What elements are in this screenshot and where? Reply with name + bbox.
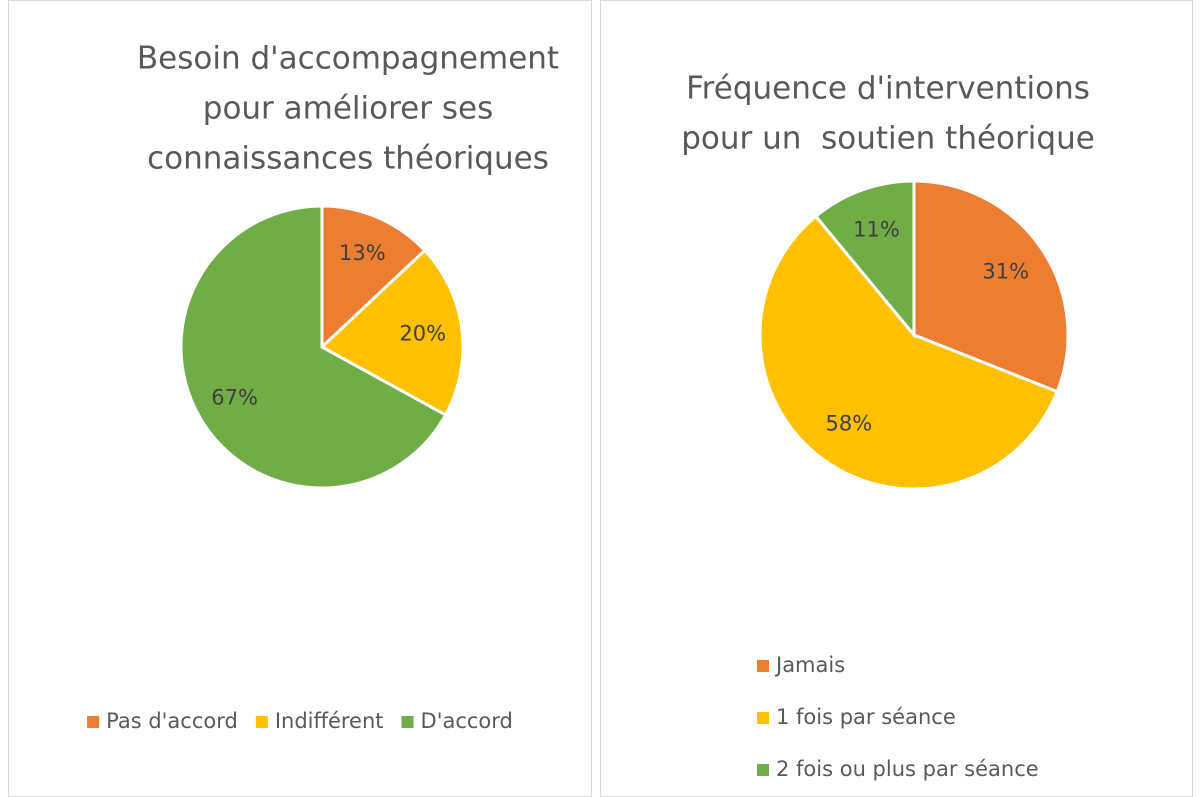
data-label: 20% bbox=[399, 321, 446, 345]
legend-swatch bbox=[87, 716, 100, 728]
pie-slice bbox=[320, 204, 427, 351]
pie-slice bbox=[758, 214, 1060, 491]
legend-swatch bbox=[757, 764, 769, 776]
chart-title: Fréquence d'interventions bbox=[686, 71, 1090, 107]
legend-label: 2 fois ou plus par séance bbox=[776, 757, 1039, 781]
data-label: 31% bbox=[982, 260, 1029, 284]
chart-title: pour améliorer ses bbox=[203, 91, 493, 127]
legend-label: Indifférent bbox=[275, 709, 384, 733]
chart-title: pour un soutien théorique bbox=[681, 121, 1095, 157]
pie-slice bbox=[179, 204, 448, 490]
legend-swatch bbox=[401, 716, 414, 728]
legend-label: Jamais bbox=[774, 653, 845, 677]
pie-slice bbox=[319, 248, 465, 417]
data-label: 11% bbox=[853, 218, 900, 242]
legend-label: 1 fois par séance bbox=[776, 705, 956, 729]
chart-title: Besoin d'accompagnement bbox=[137, 41, 559, 77]
legend-swatch bbox=[757, 660, 769, 672]
legend-label: Pas d'accord bbox=[106, 709, 238, 733]
pie-slice bbox=[813, 179, 916, 340]
data-label: 58% bbox=[825, 412, 872, 436]
pie-slice bbox=[912, 179, 1070, 394]
legend-label: D'accord bbox=[421, 709, 513, 733]
data-label: 67% bbox=[211, 386, 258, 410]
legend-swatch bbox=[255, 716, 268, 728]
chart-title: connaissances théoriques bbox=[147, 141, 549, 177]
legend-swatch bbox=[757, 712, 769, 724]
data-label: 13% bbox=[339, 241, 386, 265]
